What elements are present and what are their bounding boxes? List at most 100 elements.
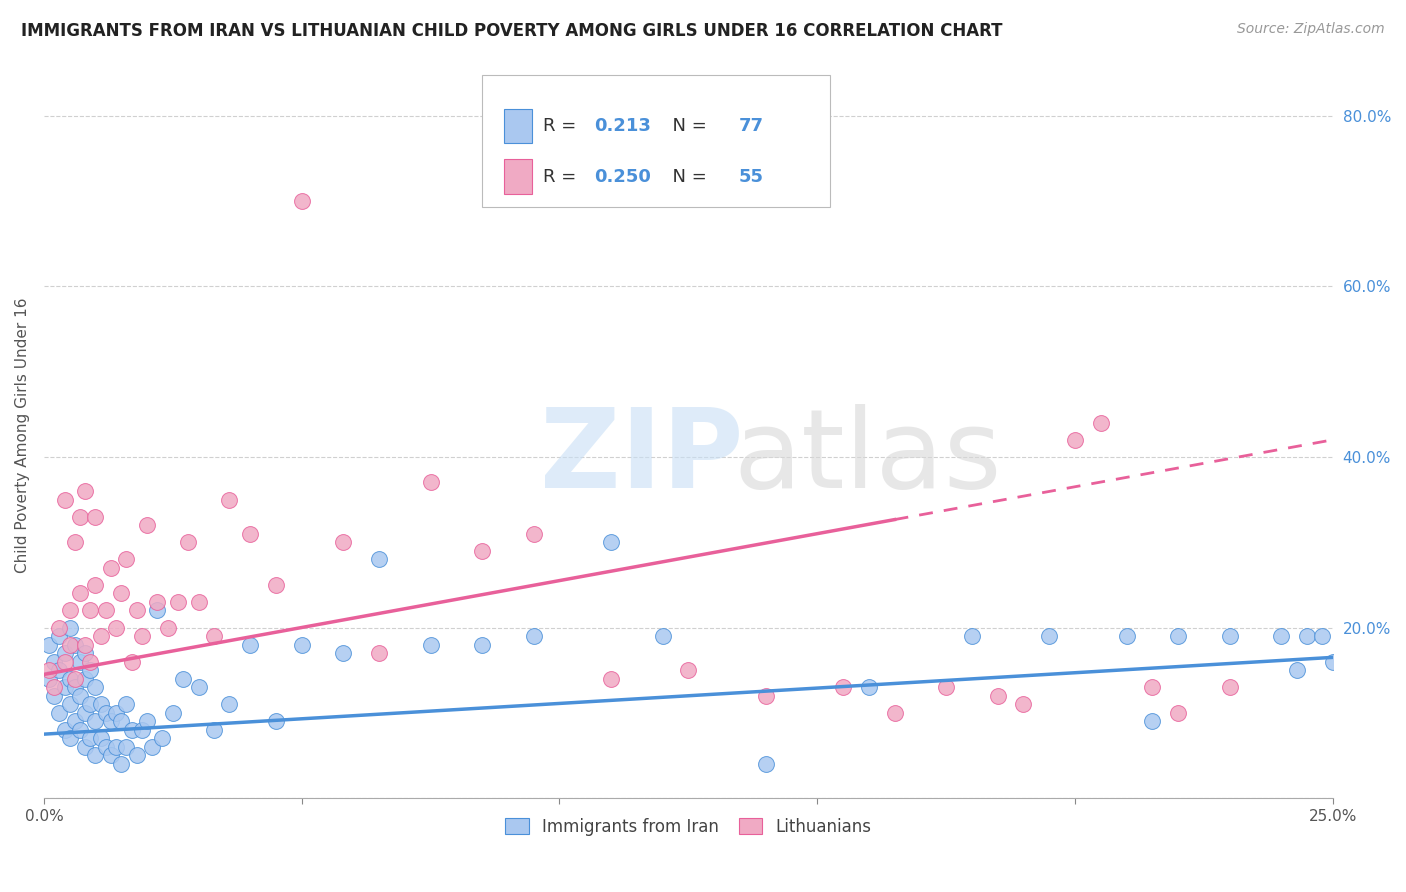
Point — [987, 689, 1010, 703]
Point — [332, 535, 354, 549]
Point — [935, 680, 957, 694]
Point — [94, 739, 117, 754]
Point — [69, 655, 91, 669]
Point — [69, 723, 91, 737]
FancyBboxPatch shape — [503, 160, 533, 194]
Point — [63, 535, 86, 549]
Point — [44, 680, 66, 694]
Point — [419, 475, 441, 490]
Text: atlas: atlas — [734, 404, 1002, 511]
Point — [90, 629, 112, 643]
Point — [100, 748, 122, 763]
Point — [1312, 629, 1334, 643]
Point — [53, 723, 76, 737]
Point — [59, 672, 82, 686]
Point — [177, 535, 200, 549]
Point — [1064, 433, 1087, 447]
Point — [1219, 629, 1241, 643]
Point — [59, 698, 82, 712]
Point — [146, 595, 169, 609]
Point — [651, 629, 673, 643]
Point — [202, 723, 225, 737]
Point — [1270, 629, 1292, 643]
Point — [115, 739, 138, 754]
Point — [44, 689, 66, 703]
Point — [121, 655, 143, 669]
Point — [1142, 714, 1164, 729]
Point — [75, 739, 97, 754]
Text: Source: ZipAtlas.com: Source: ZipAtlas.com — [1237, 22, 1385, 37]
Point — [75, 638, 97, 652]
Point — [75, 672, 97, 686]
Point — [523, 526, 546, 541]
Point — [63, 714, 86, 729]
Point — [53, 655, 76, 669]
Point — [368, 646, 391, 660]
Point — [125, 603, 148, 617]
Point — [858, 680, 880, 694]
Point — [131, 629, 153, 643]
Point — [264, 714, 287, 729]
Point — [523, 629, 546, 643]
Point — [110, 757, 132, 772]
Point — [1167, 629, 1189, 643]
Point — [368, 552, 391, 566]
Text: R =: R = — [543, 117, 582, 135]
Point — [832, 680, 855, 694]
Point — [48, 620, 70, 634]
Point — [59, 603, 82, 617]
Text: 0.250: 0.250 — [595, 168, 651, 186]
Point — [79, 603, 101, 617]
Point — [121, 723, 143, 737]
Y-axis label: Child Poverty Among Girls Under 16: Child Poverty Among Girls Under 16 — [15, 298, 30, 574]
Point — [90, 731, 112, 746]
Text: ZIP: ZIP — [540, 404, 744, 511]
Text: 55: 55 — [738, 168, 763, 186]
Point — [239, 526, 262, 541]
Point — [1115, 629, 1137, 643]
Point — [79, 655, 101, 669]
Point — [44, 655, 66, 669]
Text: IMMIGRANTS FROM IRAN VS LITHUANIAN CHILD POVERTY AMONG GIRLS UNDER 16 CORRELATIO: IMMIGRANTS FROM IRAN VS LITHUANIAN CHILD… — [21, 22, 1002, 40]
Point — [69, 586, 91, 600]
Point — [218, 698, 240, 712]
Point — [419, 638, 441, 652]
Point — [79, 731, 101, 746]
Point — [883, 706, 905, 720]
Point — [53, 492, 76, 507]
Text: 0.213: 0.213 — [595, 117, 651, 135]
FancyBboxPatch shape — [503, 109, 533, 144]
Point — [755, 689, 778, 703]
Point — [84, 509, 107, 524]
Point — [755, 757, 778, 772]
Point — [156, 620, 179, 634]
Point — [125, 748, 148, 763]
Point — [48, 629, 70, 643]
Point — [136, 518, 159, 533]
Point — [63, 672, 86, 686]
Point — [115, 698, 138, 712]
Point — [131, 723, 153, 737]
Point — [53, 680, 76, 694]
Point — [63, 638, 86, 652]
Point — [110, 586, 132, 600]
Point — [136, 714, 159, 729]
Point — [187, 595, 209, 609]
Legend: Immigrants from Iran, Lithuanians: Immigrants from Iran, Lithuanians — [496, 810, 880, 844]
Point — [264, 578, 287, 592]
Point — [100, 714, 122, 729]
Point — [1142, 680, 1164, 694]
Point — [100, 561, 122, 575]
FancyBboxPatch shape — [482, 75, 830, 207]
Point — [48, 663, 70, 677]
Point — [152, 731, 174, 746]
Point — [53, 646, 76, 660]
Point — [600, 535, 623, 549]
Point — [1038, 629, 1060, 643]
Point — [38, 663, 60, 677]
Point — [960, 629, 983, 643]
Point — [218, 492, 240, 507]
Point — [38, 672, 60, 686]
Point — [471, 638, 494, 652]
Point — [38, 638, 60, 652]
